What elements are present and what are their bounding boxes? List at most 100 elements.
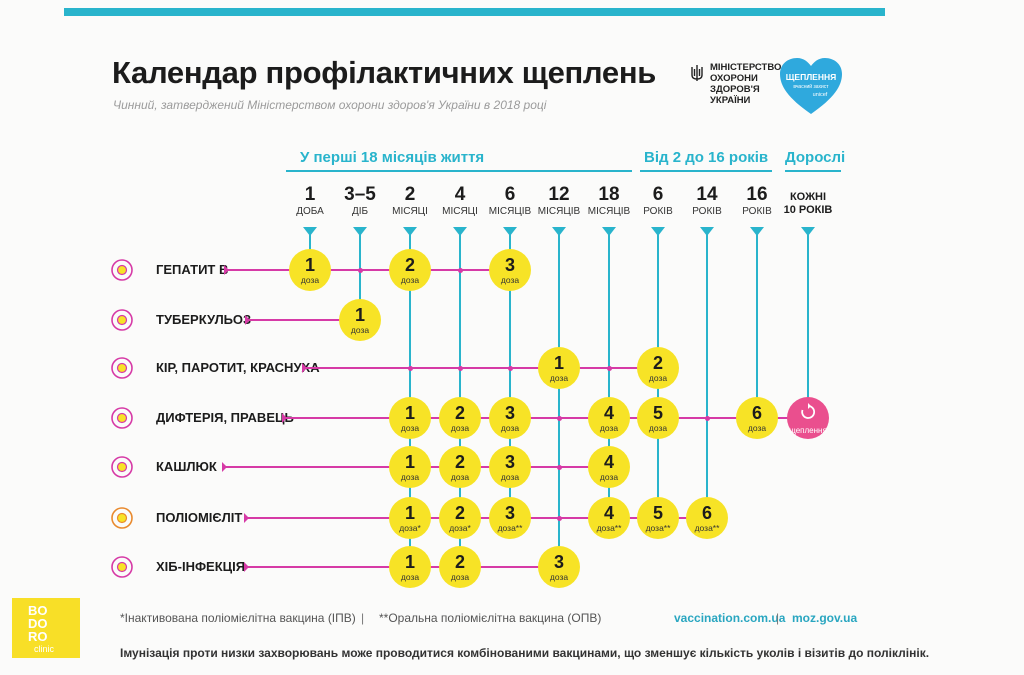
column-marker-triangle-icon xyxy=(353,227,367,236)
measles-virus-icon xyxy=(111,357,133,379)
dose-label: доза xyxy=(389,424,431,433)
dose-label: доза* xyxy=(389,524,431,533)
dose-word: доза xyxy=(648,373,668,383)
page-subtitle: Чинний, затверджений Міністерством охоро… xyxy=(113,98,547,112)
dose-number: 1 xyxy=(404,552,415,572)
column-timeline xyxy=(756,234,758,418)
dose-word: доза xyxy=(648,423,668,433)
bodoro-clinic-logo: BO DO RO clinic xyxy=(12,598,80,658)
heart-icon: ЩЕПЛЕННЯ вчасний захист unicef xyxy=(780,58,842,114)
dose-number: 2 xyxy=(454,552,465,572)
dose-circle: 5 доза xyxy=(637,397,679,439)
disease-timeline xyxy=(286,417,808,419)
column-age-unit: МІСЯЦІВ xyxy=(537,206,581,217)
row-arrow-icon xyxy=(244,513,249,523)
dose-word: доза xyxy=(300,275,320,285)
dose-word: доза xyxy=(450,423,470,433)
dose-number: 3 xyxy=(504,255,515,275)
dose-number: 5 xyxy=(652,403,663,423)
column-header: 16 РОКІВ xyxy=(727,184,787,218)
dose-word: доза xyxy=(500,472,520,482)
disease-label: ПОЛІОМІЄЛІТ xyxy=(156,510,243,525)
column-timeline xyxy=(509,234,511,518)
dose-circle: 3 доза xyxy=(489,397,531,439)
dose-label: доза xyxy=(339,326,381,335)
column-age-number: КОЖНІ xyxy=(789,191,827,203)
dose-number: 1 xyxy=(404,403,415,423)
column-header: 14 РОКІВ xyxy=(677,184,737,218)
column-header: КОЖНІ 10 РОКІВ xyxy=(778,184,838,216)
dose-label: доза* xyxy=(439,524,481,533)
footnote-separator: | xyxy=(361,611,365,625)
column-header: 18 МІСЯЦІВ xyxy=(579,184,639,218)
row-arrow-icon xyxy=(222,462,227,472)
dose-word: доза xyxy=(500,423,520,433)
column-age-unit: ДІБ xyxy=(351,206,369,217)
dose-label: доза xyxy=(637,374,679,383)
column-header: 1 ДОБА xyxy=(280,184,340,218)
dose-number: 2 xyxy=(454,452,465,472)
dose-number: 4 xyxy=(603,503,614,523)
column-age-unit: РОКІВ xyxy=(742,206,772,217)
dose-word: доза xyxy=(599,423,619,433)
column-age-number: 14 xyxy=(696,184,718,205)
dose-circle: 1 доза xyxy=(538,347,580,389)
column-timeline xyxy=(807,234,809,418)
dose-word: доза xyxy=(596,523,615,533)
column-timeline xyxy=(359,234,361,320)
column-age-number: 1 xyxy=(304,184,316,205)
page-title: Календар профілактичних щеплень xyxy=(112,55,657,90)
intersection-dot xyxy=(407,365,413,371)
row-arrow-icon xyxy=(224,265,229,275)
dose-label: доза xyxy=(389,573,431,582)
disease-timeline xyxy=(249,319,360,321)
column-age-unit: МІСЯЦІ xyxy=(442,206,478,217)
column-header: 3–5 ДІБ xyxy=(330,184,390,218)
column-age-number: 4 xyxy=(454,184,466,205)
dose-label: доза xyxy=(489,424,531,433)
dose-word: доза xyxy=(400,572,420,582)
column-header: 2 МІСЯЦІ xyxy=(380,184,440,218)
dose-label: доза xyxy=(736,424,778,433)
column-age-unit: МІСЯЦІВ xyxy=(587,206,631,217)
column-marker-triangle-icon xyxy=(750,227,764,236)
dose-word: доза xyxy=(449,523,468,533)
svg-text:unicef: unicef xyxy=(813,92,828,98)
dose-number: 2 xyxy=(454,403,465,423)
dose-number: 1 xyxy=(304,255,315,275)
top-accent-bar xyxy=(64,8,885,16)
column-marker-triangle-icon xyxy=(552,227,566,236)
dose-label: доза xyxy=(538,573,580,582)
disease-label: ХІБ-ІНФЕКЦІЯ xyxy=(156,559,246,574)
disease-timeline xyxy=(306,367,658,369)
column-age-unit: МІСЯЦІВ xyxy=(488,206,532,217)
dose-word: доза xyxy=(400,275,420,285)
intersection-dot xyxy=(457,365,463,371)
dose-number: 3 xyxy=(504,452,515,472)
dose-circle: 1 доза xyxy=(389,397,431,439)
dose-number: 6 xyxy=(701,503,712,523)
dose-label: доза xyxy=(588,424,630,433)
dose-word: доза xyxy=(500,275,520,285)
hepatitis-virus-icon xyxy=(111,259,133,281)
column-age-number: 16 xyxy=(746,184,768,205)
dose-word: доза xyxy=(645,523,664,533)
column-marker-triangle-icon xyxy=(303,227,317,236)
link-moz-site[interactable]: moz.gov.ua xyxy=(792,611,858,625)
link-vaccination-site[interactable]: vaccination.com.ua xyxy=(674,611,786,625)
dose-circle: 1 доза* xyxy=(389,497,431,539)
dose-label: доза xyxy=(289,276,331,285)
group-label-infants: У перші 18 місяців життя xyxy=(300,149,485,166)
dose-circle: 4 доза** xyxy=(588,497,630,539)
dose-circle: 1 доза xyxy=(289,249,331,291)
tuberculosis-bacteria-icon xyxy=(111,309,133,331)
dose-circle: 2 доза xyxy=(439,397,481,439)
dose-label: доза xyxy=(489,276,531,285)
dose-word: доза xyxy=(450,572,470,582)
dose-word: доза xyxy=(399,523,418,533)
dose-number: 1 xyxy=(354,305,365,325)
column-age-number: 12 xyxy=(548,184,570,205)
dose-circle: 1 доза xyxy=(339,299,381,341)
dose-label: доза** xyxy=(489,524,531,533)
dose-circle: 2 доза xyxy=(439,546,481,588)
